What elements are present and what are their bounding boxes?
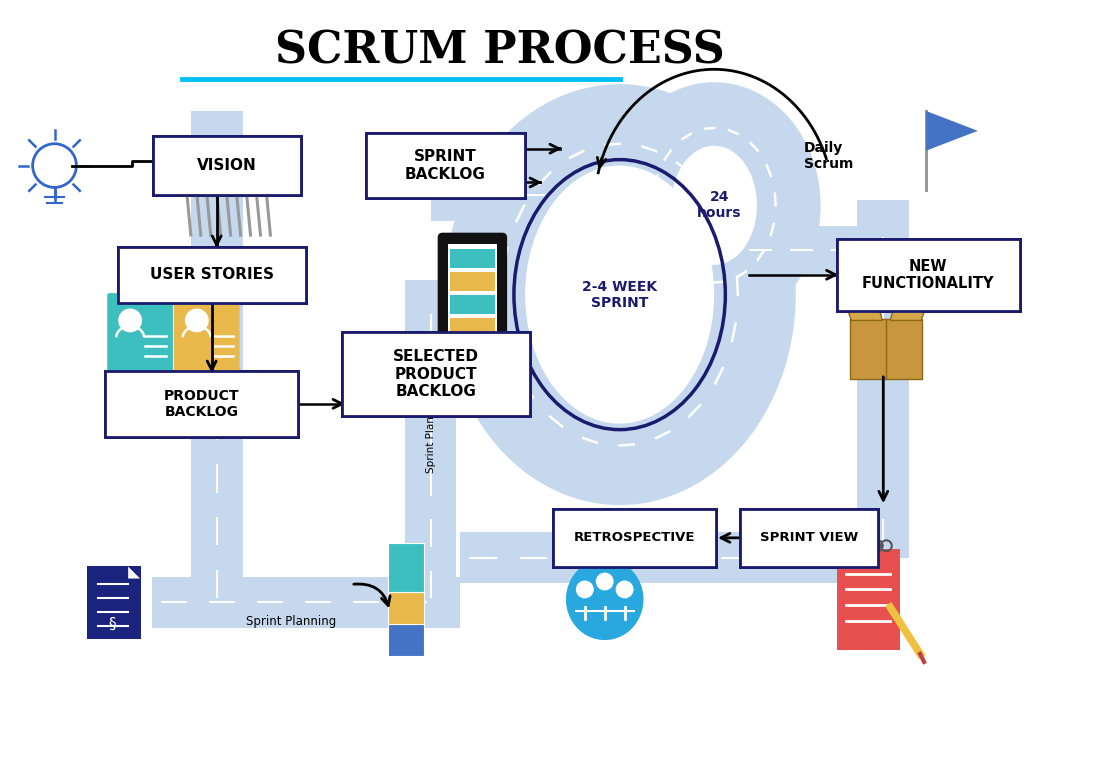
FancyBboxPatch shape xyxy=(450,250,495,269)
Text: PRODUCT
BACKLOG: PRODUCT BACKLOG xyxy=(165,389,239,419)
Text: 24
hours: 24 hours xyxy=(697,191,742,220)
Circle shape xyxy=(118,308,143,332)
Text: RETROSPECTIVE: RETROSPECTIVE xyxy=(574,531,695,544)
FancyBboxPatch shape xyxy=(850,320,923,379)
Circle shape xyxy=(596,572,613,591)
Text: USER STORIES: USER STORIES xyxy=(149,267,274,282)
Polygon shape xyxy=(926,111,977,151)
Text: USER STORIES: USER STORIES xyxy=(149,267,274,282)
Ellipse shape xyxy=(525,165,714,424)
FancyBboxPatch shape xyxy=(174,293,239,372)
FancyBboxPatch shape xyxy=(388,624,423,656)
Polygon shape xyxy=(405,280,456,607)
Text: Sprint Planning: Sprint Planning xyxy=(426,394,436,474)
FancyBboxPatch shape xyxy=(341,332,530,416)
Text: SELECTED
PRODUCT
BACKLOG: SELECTED PRODUCT BACKLOG xyxy=(393,349,478,399)
Polygon shape xyxy=(858,200,909,558)
FancyBboxPatch shape xyxy=(448,244,497,346)
Polygon shape xyxy=(891,298,929,320)
Text: NEW
FUNCTIONALITY: NEW FUNCTIONALITY xyxy=(862,259,994,291)
Text: Daily
Scrum: Daily Scrum xyxy=(804,140,853,171)
Polygon shape xyxy=(128,567,140,578)
FancyBboxPatch shape xyxy=(739,509,878,567)
FancyBboxPatch shape xyxy=(450,318,495,337)
Circle shape xyxy=(185,308,208,332)
FancyBboxPatch shape xyxy=(450,295,495,314)
Text: SPRINT
BACKLOG: SPRINT BACKLOG xyxy=(405,150,486,181)
Text: SPRINT VIEW: SPRINT VIEW xyxy=(759,531,858,544)
FancyBboxPatch shape xyxy=(553,509,716,567)
Ellipse shape xyxy=(566,559,644,640)
FancyBboxPatch shape xyxy=(553,509,716,567)
FancyBboxPatch shape xyxy=(837,549,901,650)
Text: SELECTED
PRODUCT
BACKLOG: SELECTED PRODUCT BACKLOG xyxy=(393,349,478,399)
FancyBboxPatch shape xyxy=(366,133,524,198)
FancyBboxPatch shape xyxy=(450,272,495,291)
FancyBboxPatch shape xyxy=(439,234,506,355)
FancyBboxPatch shape xyxy=(366,133,524,198)
FancyBboxPatch shape xyxy=(152,137,301,195)
Polygon shape xyxy=(191,111,242,607)
Ellipse shape xyxy=(608,82,821,329)
Text: SPRINT
BACKLOG: SPRINT BACKLOG xyxy=(405,150,486,181)
FancyBboxPatch shape xyxy=(108,293,173,372)
FancyBboxPatch shape xyxy=(341,332,530,416)
Text: VISION: VISION xyxy=(196,158,257,173)
Text: Sprint Planning: Sprint Planning xyxy=(246,616,337,628)
FancyBboxPatch shape xyxy=(105,371,298,436)
Polygon shape xyxy=(152,577,461,628)
FancyBboxPatch shape xyxy=(117,247,306,303)
Ellipse shape xyxy=(671,146,757,265)
Polygon shape xyxy=(844,298,882,320)
Text: §: § xyxy=(109,617,116,631)
Circle shape xyxy=(576,581,593,598)
Polygon shape xyxy=(699,226,883,274)
Text: 2-4 WEEK
SPRINT: 2-4 WEEK SPRINT xyxy=(583,279,657,310)
Text: VISION: VISION xyxy=(196,158,257,173)
Text: RETROSPECTIVE: RETROSPECTIVE xyxy=(574,531,695,544)
FancyBboxPatch shape xyxy=(88,565,142,639)
FancyBboxPatch shape xyxy=(837,239,1019,310)
Text: PRODUCT
BACKLOG: PRODUCT BACKLOG xyxy=(165,389,239,419)
FancyBboxPatch shape xyxy=(388,593,423,624)
Text: NEW
FUNCTIONALITY: NEW FUNCTIONALITY xyxy=(862,259,994,291)
FancyBboxPatch shape xyxy=(117,247,306,303)
FancyBboxPatch shape xyxy=(388,543,423,593)
Circle shape xyxy=(615,581,634,598)
Polygon shape xyxy=(461,532,883,584)
Text: SCRUM PROCESS: SCRUM PROCESS xyxy=(275,30,725,73)
FancyBboxPatch shape xyxy=(837,239,1019,310)
FancyBboxPatch shape xyxy=(152,137,301,195)
Ellipse shape xyxy=(443,84,795,505)
FancyBboxPatch shape xyxy=(739,509,878,567)
FancyBboxPatch shape xyxy=(105,371,298,436)
Polygon shape xyxy=(431,169,699,221)
Text: SPRINT VIEW: SPRINT VIEW xyxy=(759,531,858,544)
